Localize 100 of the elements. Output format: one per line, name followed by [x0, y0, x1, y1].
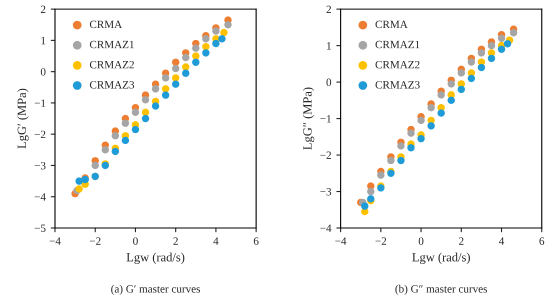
y-tick-label: −3	[320, 188, 332, 196]
point	[218, 35, 226, 42]
x-tick-label: −4	[50, 237, 61, 245]
point	[367, 188, 374, 196]
legend-label: CRMAZ3	[90, 81, 134, 89]
y-tick-label: 0	[326, 78, 332, 86]
point	[152, 85, 160, 93]
y-axis-title: LgG″ (MPa)	[302, 88, 314, 150]
point	[387, 156, 395, 164]
point	[397, 156, 405, 164]
point	[182, 70, 190, 77]
point	[438, 91, 445, 99]
point	[92, 162, 99, 170]
point	[142, 108, 150, 116]
point	[192, 58, 200, 66]
y-tick-label: −1	[320, 115, 331, 122]
y-tick-label: −5	[34, 224, 46, 232]
point	[212, 27, 220, 35]
point	[438, 109, 445, 117]
point	[202, 42, 210, 50]
point	[468, 74, 476, 82]
point	[417, 116, 425, 124]
legend-label: CRMAZ3	[376, 81, 420, 89]
y-tick-label: 0	[40, 68, 46, 76]
point	[448, 80, 455, 88]
point	[102, 146, 109, 154]
x-axis-title: Lgw (rad/s)	[126, 252, 184, 264]
y-tick-label: −1	[34, 99, 46, 107]
point	[192, 44, 200, 52]
point	[112, 132, 120, 140]
point	[182, 54, 190, 62]
point	[202, 35, 210, 42]
y-tick-label: 1	[327, 42, 331, 50]
point	[468, 58, 476, 66]
x-tick-label: −2	[90, 237, 101, 245]
x-tick-label: 0	[418, 237, 424, 245]
point	[407, 129, 415, 137]
legend-label: CRMA	[376, 20, 408, 28]
point	[75, 177, 83, 185]
point	[458, 86, 465, 94]
point	[162, 85, 170, 93]
point	[202, 49, 210, 57]
y-tick-label: 2	[326, 6, 331, 13]
x-tick-label: 0	[133, 237, 138, 245]
point	[488, 54, 496, 62]
point	[172, 64, 180, 72]
point	[152, 102, 160, 110]
point	[220, 28, 228, 36]
point	[142, 96, 150, 104]
x-tick-label: −4	[335, 237, 346, 245]
point	[510, 29, 518, 37]
point	[122, 120, 130, 127]
x-tick-label: 2	[459, 237, 464, 245]
point	[427, 104, 435, 112]
point	[417, 134, 425, 142]
x-tick-label: 2	[173, 237, 178, 245]
x-tick-label: 6	[539, 237, 544, 245]
point	[132, 108, 140, 116]
point	[427, 122, 435, 130]
point	[458, 69, 465, 77]
point	[172, 58, 180, 66]
point	[377, 171, 385, 179]
legend-label: CRMAZ1	[376, 40, 420, 48]
point	[478, 49, 486, 57]
point	[142, 114, 150, 122]
x-tick-label: 4	[213, 237, 219, 245]
point	[112, 148, 120, 156]
y-axis-title: LgG′ (MPa)	[17, 88, 29, 149]
y-tick-label: −3	[34, 162, 46, 170]
y-tick-label: −4	[34, 193, 46, 201]
text: (a) G′ master curves	[111, 284, 200, 295]
point	[498, 34, 506, 42]
y-tick-label: 2	[40, 6, 46, 13]
point	[224, 21, 232, 28]
point	[122, 136, 130, 144]
point	[504, 40, 512, 48]
legend-label: CRMA	[90, 20, 122, 28]
y-tick-label: −2	[320, 152, 331, 159]
x-axis-title: Lgw (rad/s)	[412, 252, 470, 264]
x-tick-label: −2	[375, 237, 386, 245]
point	[498, 46, 506, 53]
point	[182, 63, 190, 71]
point	[192, 52, 200, 60]
point	[448, 96, 455, 104]
legend-label: CRMAZ2	[90, 60, 134, 68]
x-tick-label: 6	[254, 237, 259, 245]
point	[162, 74, 170, 82]
point	[488, 42, 496, 50]
point	[212, 40, 220, 48]
point	[162, 91, 170, 99]
y-tick-label: −4	[320, 224, 332, 232]
text: (b) G″ master curves	[395, 284, 488, 295]
point	[478, 64, 486, 72]
point	[172, 74, 180, 82]
legend-label: CRMAZ1	[90, 40, 134, 48]
y-tick-label: −2	[34, 130, 46, 138]
point	[172, 80, 180, 88]
point	[132, 126, 140, 134]
legend-label: CRMAZ2	[376, 60, 420, 68]
y-tick-label: 1	[41, 36, 46, 44]
